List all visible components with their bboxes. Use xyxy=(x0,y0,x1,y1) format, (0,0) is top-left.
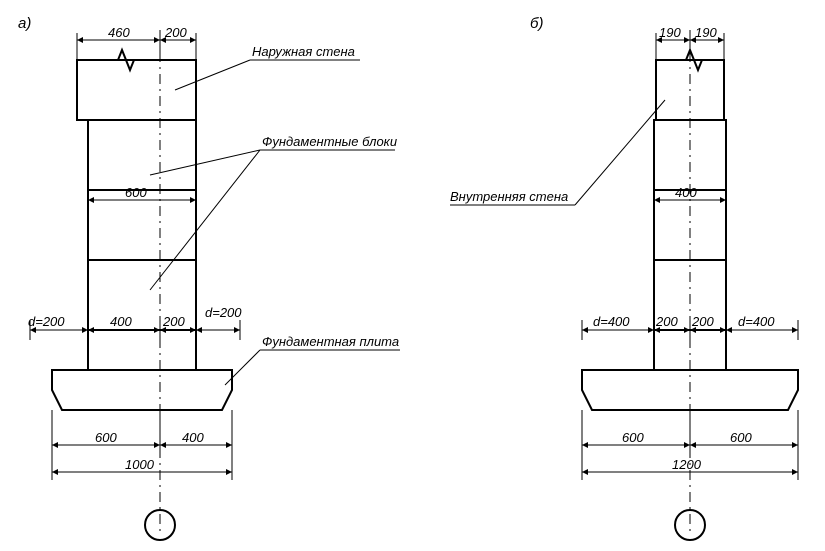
fig-a-dim-slab: 600 400 1000 xyxy=(52,410,232,480)
dim-text: 400 xyxy=(110,314,132,329)
fig-a-dim-low: d=200 400 200 d=200 xyxy=(28,305,242,340)
dim-text: 200 xyxy=(162,314,185,329)
fig-b-label-wall: Внутренняя стена xyxy=(450,100,665,205)
figure-b-tag: б) xyxy=(530,15,543,32)
dim-text: 190 xyxy=(695,25,717,40)
dim-text: 600 xyxy=(730,430,752,445)
dim-text: 400 xyxy=(675,185,697,200)
dim-text: 600 xyxy=(95,430,117,445)
figure-a-tag: а) xyxy=(18,15,31,32)
figure-a: а) xyxy=(18,15,400,540)
label-text: Наружная стена xyxy=(252,44,355,59)
dim-text: 400 xyxy=(182,430,204,445)
figure-b: б) 190 190 xyxy=(450,15,798,540)
fig-a-blocks xyxy=(88,120,196,330)
dim-text: 200 xyxy=(655,314,678,329)
fig-b-dim-slab: 600 600 1200 xyxy=(582,410,798,480)
fig-a-dim-top: 460 200 xyxy=(77,25,196,60)
label-text: Фундаментные блоки xyxy=(262,134,397,149)
dim-text: 190 xyxy=(659,25,681,40)
dim-text: 200 xyxy=(164,25,187,40)
label-text: Внутренняя стена xyxy=(450,189,568,204)
dim-text: 460 xyxy=(108,25,130,40)
dim-text: d=200 xyxy=(28,314,65,329)
dim-text: d=400 xyxy=(593,314,630,329)
dim-text: d=400 xyxy=(738,314,775,329)
fig-a-slab xyxy=(52,330,232,410)
label-text: Фундаментная плита xyxy=(262,334,399,349)
dim-text: 600 xyxy=(125,185,147,200)
fig-a-wall xyxy=(77,50,196,120)
fig-a-label-wall: Наружная стена xyxy=(175,44,360,90)
fig-b-wall xyxy=(656,50,724,120)
dim-text: 200 xyxy=(691,314,714,329)
fig-a-dim-block: 600 xyxy=(88,185,196,210)
dim-text: 600 xyxy=(622,430,644,445)
dim-text: 1200 xyxy=(672,457,702,472)
dim-text: d=200 xyxy=(205,305,242,320)
dim-text: 1000 xyxy=(125,457,155,472)
engineering-drawing: а) xyxy=(0,0,825,551)
fig-a-label-slab: Фундаментная плита xyxy=(225,334,400,385)
fig-a-label-blocks: Фундаментные блоки xyxy=(150,134,397,290)
